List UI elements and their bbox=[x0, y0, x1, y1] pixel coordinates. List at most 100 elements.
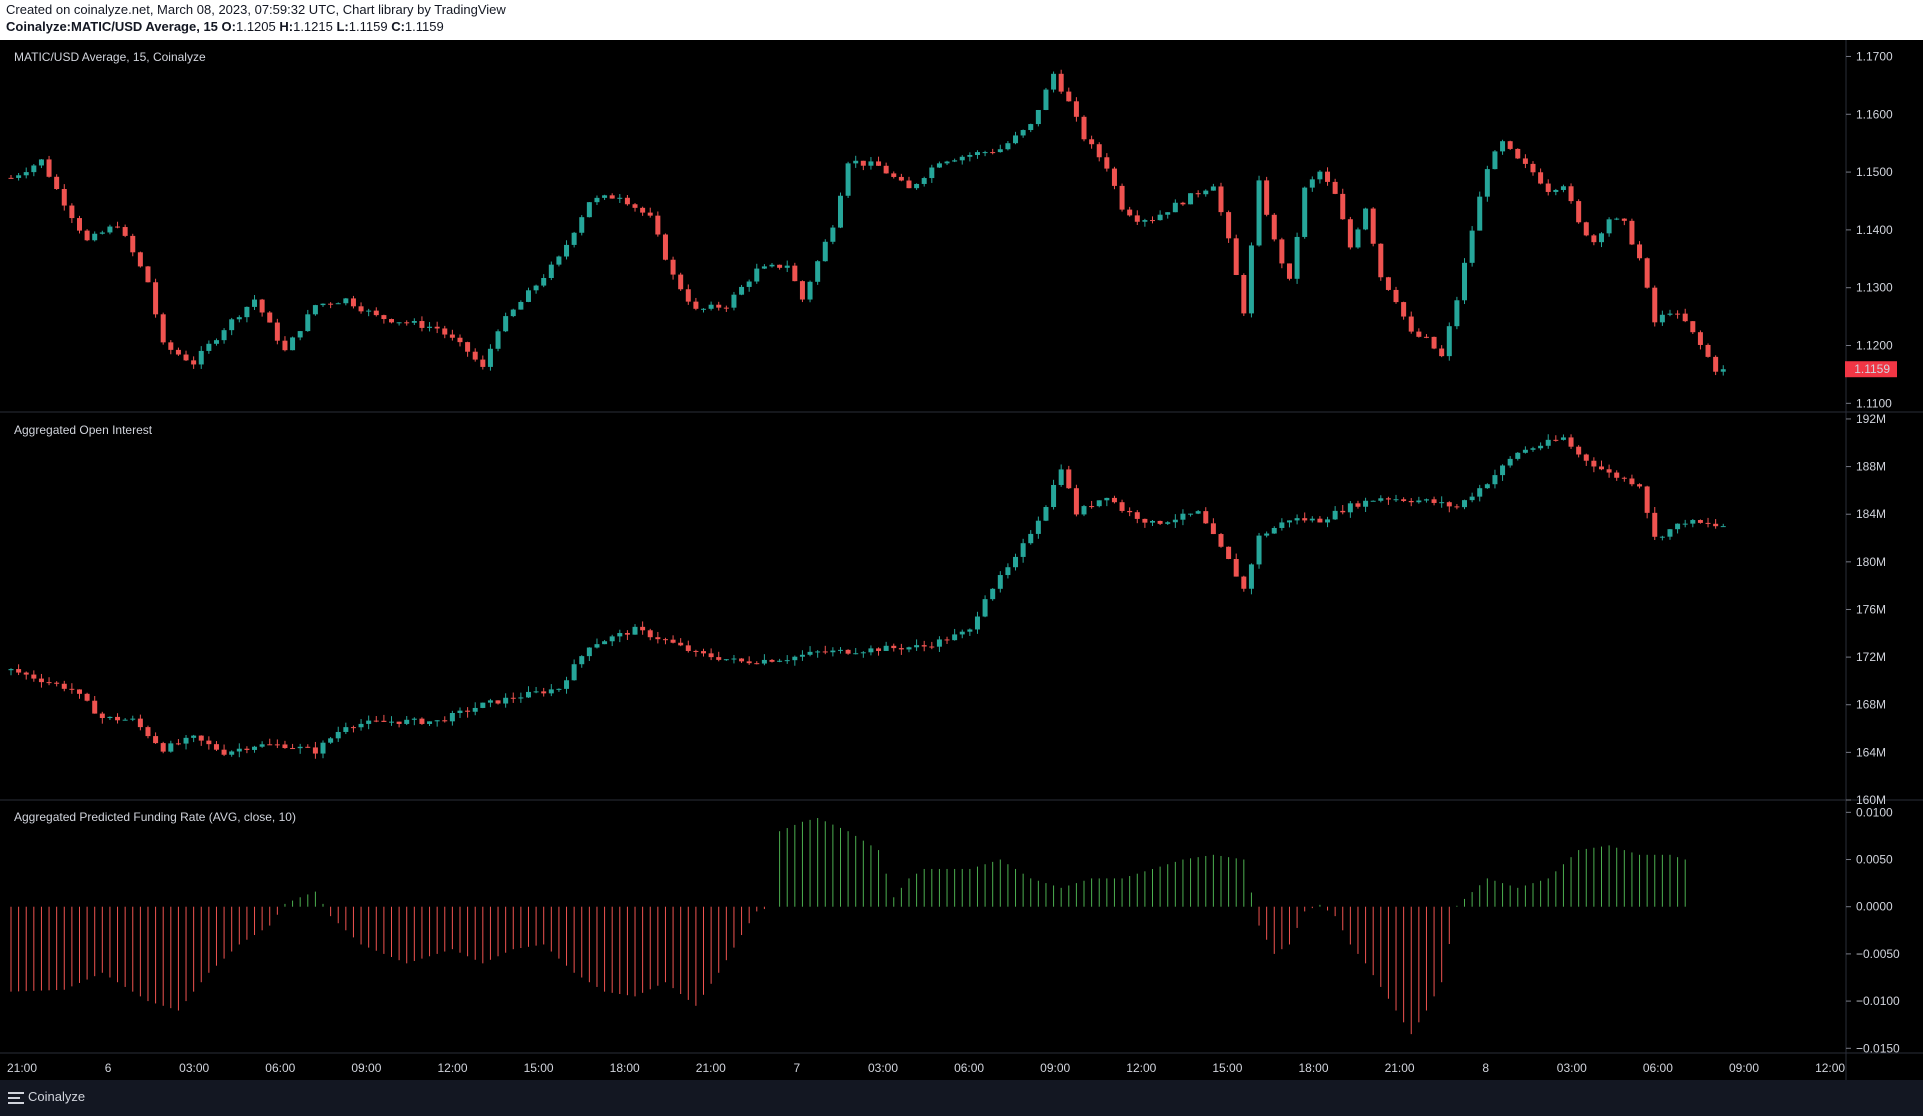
candle-body bbox=[510, 309, 516, 317]
candle-body bbox=[411, 718, 417, 720]
candle-body bbox=[845, 163, 851, 196]
candle-body bbox=[548, 689, 554, 694]
candle-body bbox=[1446, 326, 1452, 357]
candle-body bbox=[198, 350, 204, 365]
candle-body bbox=[777, 264, 783, 268]
candle-body bbox=[541, 277, 547, 286]
candle-body bbox=[701, 651, 707, 654]
candle-body bbox=[38, 678, 44, 683]
brand-label[interactable]: Coinalyze bbox=[28, 1089, 86, 1104]
symbol-label: Coinalyze:MATIC/USD Average, 15 bbox=[6, 19, 218, 34]
candle-body bbox=[1271, 527, 1277, 534]
candle-body bbox=[259, 299, 265, 313]
menu-icon[interactable] bbox=[8, 1091, 24, 1105]
x-tick-label: 15:00 bbox=[524, 1061, 554, 1075]
candle-body bbox=[236, 317, 242, 320]
candle-body bbox=[914, 645, 920, 648]
candle-body bbox=[974, 616, 980, 630]
candle-body bbox=[1713, 356, 1719, 372]
candle-body bbox=[472, 707, 478, 712]
candle-body bbox=[160, 743, 166, 752]
candle-body bbox=[1013, 135, 1019, 144]
open-label: O: bbox=[221, 19, 236, 34]
y-tick-label: 1.1300 bbox=[1856, 281, 1893, 295]
candle-body bbox=[807, 651, 813, 655]
candle-body bbox=[213, 744, 219, 750]
candle-body bbox=[1347, 503, 1353, 513]
funding-rate-histogram bbox=[10, 817, 1686, 1035]
candle-body bbox=[442, 720, 448, 722]
candle-body bbox=[594, 197, 600, 203]
candle-body bbox=[252, 746, 258, 750]
y-tick-label: −0.0100 bbox=[1856, 994, 1900, 1008]
open-interest-candles bbox=[8, 434, 1726, 759]
candle-body bbox=[282, 744, 288, 749]
x-tick-label: 7 bbox=[794, 1061, 801, 1075]
candle-body bbox=[1081, 506, 1087, 515]
candle-body bbox=[1568, 186, 1574, 202]
candle-body bbox=[84, 693, 90, 701]
candle-body bbox=[632, 204, 638, 208]
candle-body bbox=[1522, 158, 1528, 164]
candle-body bbox=[358, 306, 364, 312]
candle-body bbox=[1370, 500, 1376, 502]
candle-body bbox=[1127, 209, 1133, 216]
candle-body bbox=[830, 227, 836, 242]
candle-body bbox=[959, 156, 965, 161]
candle-body bbox=[1279, 522, 1285, 528]
candle-body bbox=[997, 149, 1003, 153]
candle-body bbox=[1256, 535, 1262, 565]
candle-body bbox=[1682, 523, 1688, 525]
x-tick-label: 09:00 bbox=[1729, 1061, 1759, 1075]
candle-body bbox=[670, 639, 676, 643]
candle-body bbox=[944, 161, 950, 164]
candle-body bbox=[1538, 445, 1544, 449]
candle-body bbox=[480, 359, 486, 367]
candle-body bbox=[822, 241, 828, 262]
candle-body bbox=[1226, 546, 1232, 559]
candle-body bbox=[952, 634, 958, 641]
candle-body bbox=[571, 664, 577, 681]
candle-body bbox=[1089, 506, 1095, 508]
candle-body bbox=[1560, 186, 1566, 190]
candle-body bbox=[1492, 475, 1498, 485]
candle-body bbox=[1157, 520, 1163, 524]
candle-body bbox=[1522, 449, 1528, 453]
candle-body bbox=[883, 645, 889, 651]
time-axis[interactable]: 21:00 6 03:00 06:00 09:00 12:00 15:00 18:00 21:0… bbox=[7, 1061, 1845, 1075]
y-tick-label: 184M bbox=[1856, 507, 1886, 521]
candle-body bbox=[586, 647, 592, 657]
candle-body bbox=[442, 328, 448, 335]
chart-canvas[interactable]: MATIC/USD Average, 15, Coinalyze 1.11001… bbox=[0, 40, 1923, 1080]
candle-body bbox=[130, 235, 136, 253]
open-interest-panel[interactable]: Aggregated Open Interest 160M 164M 168M 172… bbox=[8, 412, 1887, 807]
x-tick-label: 09:00 bbox=[1040, 1061, 1070, 1075]
candle-body bbox=[1073, 101, 1079, 117]
candle-body bbox=[792, 265, 798, 282]
candle-body bbox=[693, 650, 699, 652]
candle-body bbox=[564, 244, 570, 257]
candle-body bbox=[99, 713, 105, 719]
funding-rate-axis: 0.0100 0.0050 0.0000 −0.0050 −0.0100 −0.0150 bbox=[1846, 805, 1900, 1055]
candle-body bbox=[1203, 190, 1209, 195]
candle-body bbox=[1378, 243, 1384, 278]
high-label: H: bbox=[279, 19, 294, 34]
candle-body bbox=[906, 180, 912, 189]
candle-body bbox=[1325, 171, 1331, 182]
candle-body bbox=[16, 175, 22, 178]
candle-body bbox=[54, 682, 60, 684]
candle-body bbox=[1150, 220, 1155, 222]
price-panel[interactable]: MATIC/USD Average, 15, Coinalyze 1.11001… bbox=[8, 49, 1898, 410]
candle-body bbox=[898, 648, 904, 650]
funding-rate-panel[interactable]: Aggregated Predicted Funding Rate (AVG, … bbox=[10, 805, 1900, 1055]
candle-body bbox=[1469, 230, 1475, 263]
candle-body bbox=[731, 658, 737, 660]
candle-body bbox=[716, 304, 722, 308]
candle-body bbox=[1363, 500, 1369, 507]
candle-body bbox=[579, 217, 585, 233]
candle-body bbox=[1111, 497, 1117, 503]
candle-body bbox=[799, 281, 805, 300]
candle-body bbox=[822, 651, 828, 653]
candle-body bbox=[191, 735, 197, 738]
candle-body bbox=[1264, 180, 1270, 215]
